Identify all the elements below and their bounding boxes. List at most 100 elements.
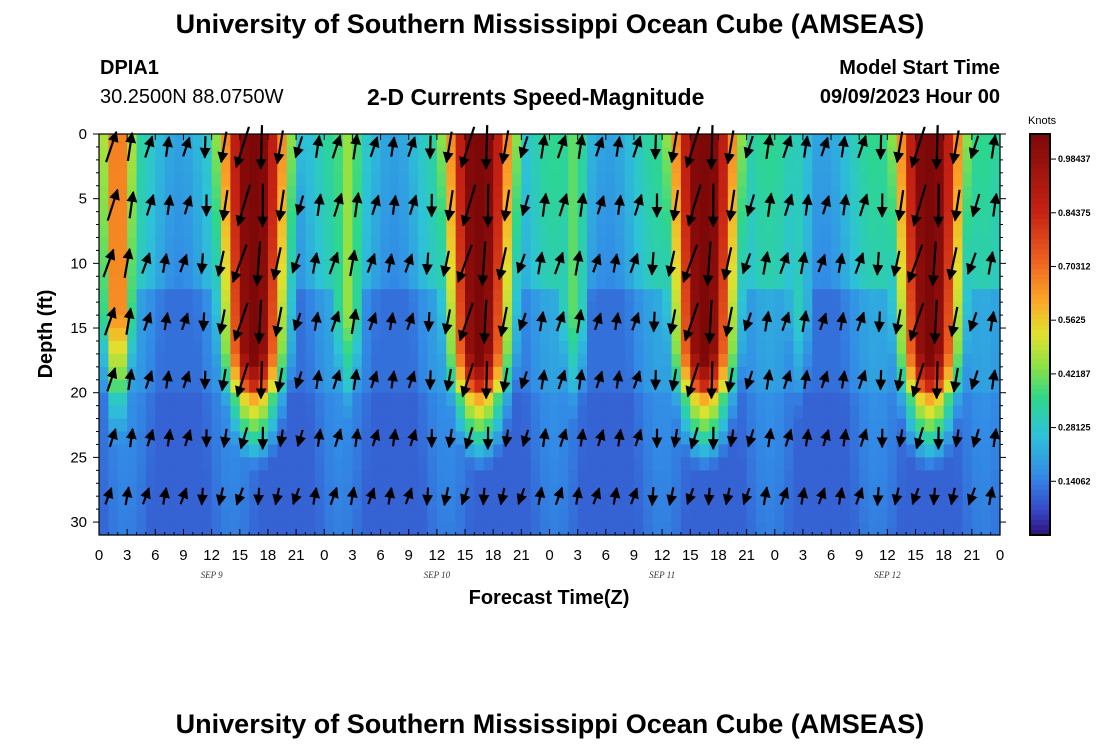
heat-cell — [446, 289, 457, 303]
heat-cell — [915, 146, 926, 161]
heat-cell — [577, 457, 588, 471]
heat-cell — [446, 340, 457, 355]
heat-cell — [868, 522, 879, 536]
heat-cell — [127, 418, 138, 433]
heat-cell — [249, 483, 260, 497]
heat-cell — [108, 496, 119, 510]
heat-cell — [408, 172, 419, 187]
y-tick-label: 0 — [79, 126, 87, 143]
heat-cell — [877, 185, 888, 200]
heat-cell — [540, 211, 551, 226]
heat-cell — [624, 276, 635, 290]
heat-cell — [981, 224, 992, 239]
heat-cell — [549, 172, 560, 187]
current-arrow — [779, 251, 790, 275]
heat-cell — [624, 431, 635, 446]
heat-cell — [352, 418, 363, 433]
heat-cell — [615, 263, 626, 277]
heat-cell — [399, 302, 410, 316]
heat-cell — [277, 405, 288, 420]
heat-cell — [849, 198, 860, 213]
heat-cell — [680, 172, 691, 187]
heat-cell — [521, 263, 532, 277]
heat-cell — [352, 353, 363, 368]
heat-cell — [840, 366, 851, 381]
heat-cell — [953, 340, 964, 355]
heat-cell — [371, 470, 382, 484]
heat-cell — [493, 483, 504, 497]
heat-cell — [737, 134, 748, 148]
heat-cell — [164, 366, 175, 381]
current-arrow — [686, 184, 702, 227]
heat-cell — [502, 172, 513, 187]
heat-cell — [221, 509, 231, 523]
heat-cell — [127, 224, 138, 239]
heat-cell — [868, 211, 879, 226]
current-arrow — [857, 134, 868, 159]
heat-cell — [399, 405, 410, 420]
heat-cell — [174, 405, 185, 420]
current-arrow — [516, 487, 528, 506]
heat-cell — [962, 172, 973, 187]
heat-cell — [305, 185, 316, 200]
heat-cell — [755, 328, 766, 342]
colorbar-cell — [1030, 474, 1050, 481]
heat-cell — [221, 496, 231, 510]
heat-cell — [821, 237, 832, 252]
heat-cell — [662, 444, 673, 458]
current-arrow — [706, 125, 718, 170]
heat-cell — [211, 315, 222, 329]
x-tick-label: 0 — [771, 547, 779, 564]
heat-cell — [408, 444, 419, 458]
heat-cell — [709, 340, 720, 355]
heat-cell — [99, 328, 109, 342]
heat-cell — [793, 172, 804, 187]
heat-cell — [361, 509, 372, 523]
heat-cell — [511, 366, 522, 381]
heat-cell — [540, 444, 551, 458]
heat-cell — [117, 509, 128, 523]
heat-cell — [746, 353, 757, 368]
heat-cell — [530, 198, 541, 213]
heat-cell — [962, 509, 973, 523]
heat-cell — [868, 237, 879, 252]
heat-cell — [202, 392, 213, 407]
current-arrow — [910, 487, 922, 506]
current-arrow — [445, 428, 456, 449]
heat-cell — [324, 431, 335, 446]
heat-cell — [511, 457, 522, 471]
heat-cell — [408, 302, 419, 316]
heat-cell — [155, 405, 166, 420]
heat-cell — [831, 496, 842, 510]
heat-cell — [333, 496, 344, 510]
heat-cell — [286, 159, 297, 174]
x-tick-label: 15 — [682, 547, 699, 564]
heat-cell — [596, 483, 607, 497]
heat-cell — [277, 470, 288, 484]
heat-cell — [605, 392, 616, 407]
heat-cell — [755, 457, 766, 471]
heat-cell — [605, 457, 616, 471]
heat-cell — [155, 302, 166, 316]
current-arrow — [948, 306, 959, 338]
heat-cell — [361, 522, 372, 536]
heat-cell — [511, 444, 522, 458]
current-arrow — [328, 251, 340, 275]
heat-cell — [680, 276, 691, 290]
heat-cell — [305, 418, 316, 433]
heat-cell — [774, 418, 785, 433]
heat-cell — [868, 276, 879, 290]
heat-cell — [812, 211, 823, 226]
heat-cell — [155, 250, 166, 264]
current-arrow — [853, 486, 864, 505]
heat-cell — [371, 340, 382, 355]
heat-cell — [333, 418, 344, 433]
heat-cell — [174, 211, 185, 226]
heat-cell — [352, 276, 363, 290]
colorbar-cell — [1030, 344, 1050, 351]
heat-cell — [690, 509, 701, 523]
current-arrow — [706, 361, 718, 400]
heat-cell — [324, 470, 335, 484]
heat-cell — [408, 328, 419, 342]
heat-cell — [962, 315, 973, 329]
